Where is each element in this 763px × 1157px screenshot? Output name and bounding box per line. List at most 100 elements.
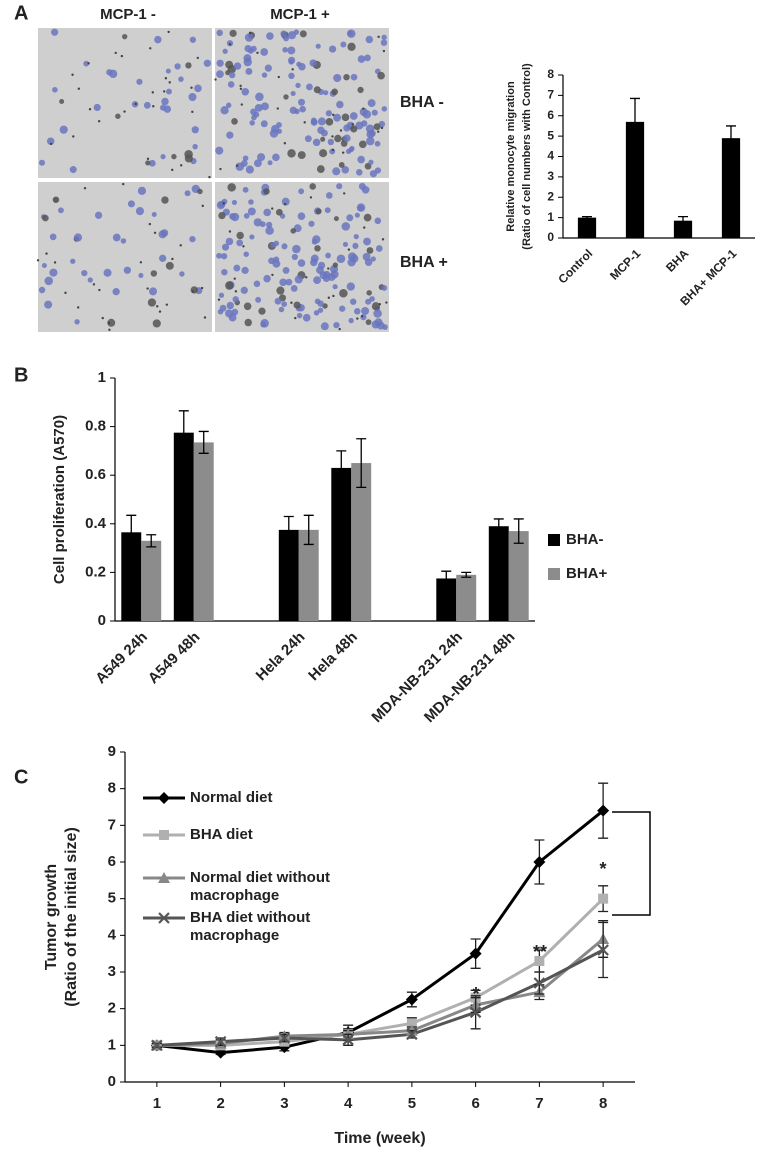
cell (287, 46, 296, 55)
cell (357, 55, 366, 63)
marker (159, 830, 169, 840)
cell (225, 70, 231, 76)
pore (378, 303, 381, 306)
pore (146, 157, 150, 161)
annotation: * (472, 984, 479, 1004)
cell (42, 214, 49, 222)
marker (158, 872, 170, 883)
cell (269, 129, 279, 138)
cell (179, 271, 185, 277)
cell (249, 234, 255, 240)
column-label: MCP-1 - (100, 6, 156, 23)
pore (331, 148, 335, 152)
cell (122, 33, 128, 40)
y-tick-label: 4 (108, 926, 117, 943)
cell (274, 297, 282, 305)
y-tick-label: 0.6 (85, 466, 106, 483)
cell (275, 208, 283, 216)
cell (325, 192, 333, 199)
pore (134, 102, 137, 106)
cell (217, 308, 224, 315)
row-label: BHA - (400, 94, 444, 111)
bar (121, 532, 142, 621)
cell (263, 208, 272, 217)
cell (341, 222, 351, 231)
cell (281, 301, 288, 307)
cell (314, 245, 321, 252)
cell (350, 125, 358, 133)
cell (244, 44, 252, 53)
cell (233, 62, 242, 70)
cell (44, 276, 54, 286)
cell (328, 45, 337, 53)
cell (313, 276, 321, 285)
cell (368, 159, 374, 165)
pore (123, 110, 126, 113)
cell (94, 211, 103, 219)
panel-label: B (14, 364, 28, 386)
cell (44, 300, 53, 309)
cell (298, 62, 306, 71)
cell (184, 150, 193, 159)
cell (311, 119, 317, 125)
y-tick-label: 2 (547, 189, 554, 203)
cell (145, 160, 151, 166)
legend-label: Normal diet (190, 789, 273, 806)
cell (38, 159, 46, 166)
legend-label: BHA diet (190, 826, 253, 843)
cell (236, 239, 244, 247)
pore (331, 135, 334, 138)
cell (356, 169, 363, 176)
pore (351, 123, 354, 126)
y-tick-label: 2 (108, 1000, 116, 1017)
cell (283, 35, 290, 42)
error-bar (726, 125, 736, 152)
marker (534, 956, 545, 966)
cell (374, 140, 381, 147)
cell (365, 35, 374, 44)
pore (283, 142, 287, 145)
cell (346, 214, 354, 222)
cell (226, 131, 234, 139)
cell (354, 212, 360, 218)
cell (46, 137, 55, 146)
error-bar (582, 215, 592, 220)
pore (382, 49, 386, 53)
pore (72, 135, 75, 138)
cell (261, 72, 268, 78)
cell (232, 296, 239, 303)
cell (346, 282, 355, 291)
cell (225, 102, 232, 108)
cell (52, 86, 58, 93)
cell (150, 270, 158, 277)
error-bar (178, 410, 189, 456)
pore (283, 202, 287, 206)
cell (282, 266, 290, 274)
cell (229, 213, 236, 220)
error-bar (513, 518, 524, 544)
cell (358, 182, 366, 190)
legend-swatch (548, 534, 560, 546)
cell (253, 280, 261, 288)
marker (278, 1032, 291, 1044)
cell (299, 105, 306, 113)
cell (332, 262, 339, 268)
cell (267, 160, 273, 166)
cell (285, 278, 293, 286)
y-tick-label: 1 (98, 369, 106, 386)
cell (189, 235, 196, 243)
cell (310, 258, 318, 267)
cell (336, 254, 346, 264)
cell (247, 207, 256, 216)
cell (216, 252, 222, 259)
cell (290, 228, 297, 234)
cell (266, 221, 273, 228)
cell (362, 110, 372, 119)
cell (297, 151, 306, 160)
y-axis-title: (Ratio of the initial size) (63, 827, 80, 1007)
legend-label: BHA diet without macrophage (190, 909, 311, 944)
cell (244, 318, 252, 327)
y-tick-label: 0 (547, 230, 554, 244)
x-tick-label: 1 (153, 1095, 161, 1112)
cell (236, 231, 244, 240)
